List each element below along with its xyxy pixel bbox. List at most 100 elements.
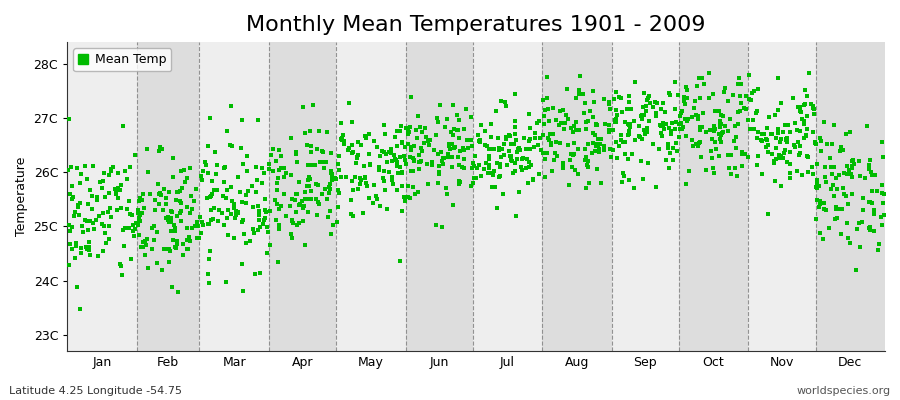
- Point: [140, 169, 155, 176]
- Point: [319, 159, 333, 165]
- Point: [86, 220, 101, 226]
- Point: [71, 203, 86, 210]
- Point: [148, 197, 162, 203]
- Point: [452, 162, 466, 168]
- Point: [397, 152, 411, 159]
- Point: [283, 203, 297, 210]
- Point: [496, 191, 510, 197]
- Point: [545, 105, 560, 112]
- Point: [122, 198, 136, 204]
- Point: [734, 151, 749, 157]
- Point: [503, 140, 517, 147]
- Point: [331, 153, 346, 159]
- Point: [210, 162, 224, 168]
- Point: [788, 144, 802, 150]
- Point: [788, 120, 802, 126]
- Point: [503, 157, 517, 163]
- Point: [810, 196, 824, 203]
- Point: [607, 126, 621, 133]
- Point: [590, 136, 605, 142]
- Point: [713, 120, 727, 126]
- Point: [400, 194, 415, 200]
- Point: [556, 162, 571, 168]
- Point: [772, 152, 787, 158]
- Point: [814, 148, 828, 154]
- Point: [247, 230, 261, 236]
- Point: [335, 137, 349, 143]
- Point: [814, 138, 828, 144]
- Point: [311, 128, 326, 134]
- Point: [585, 150, 599, 156]
- Point: [212, 218, 226, 224]
- Point: [264, 152, 278, 158]
- Point: [635, 104, 650, 110]
- Point: [295, 104, 310, 110]
- Point: [535, 147, 549, 153]
- Point: [560, 86, 574, 93]
- Point: [500, 162, 515, 168]
- Point: [663, 92, 678, 98]
- Point: [205, 190, 220, 197]
- Point: [124, 256, 139, 262]
- Point: [334, 120, 348, 126]
- Point: [634, 112, 648, 119]
- Point: [672, 134, 687, 140]
- Point: [577, 110, 591, 116]
- Point: [632, 122, 646, 129]
- Point: [194, 214, 208, 220]
- Point: [704, 148, 718, 154]
- Point: [240, 152, 255, 159]
- Point: [573, 73, 588, 80]
- Point: [612, 143, 626, 149]
- Point: [727, 165, 742, 171]
- Point: [597, 96, 611, 102]
- Point: [555, 164, 570, 171]
- Point: [870, 188, 885, 194]
- Point: [412, 152, 427, 158]
- Point: [659, 157, 673, 164]
- Point: [286, 220, 301, 226]
- Point: [324, 168, 338, 174]
- Point: [263, 242, 277, 248]
- Point: [401, 128, 416, 135]
- Point: [627, 117, 642, 124]
- Point: [390, 128, 404, 134]
- Point: [832, 148, 847, 154]
- Point: [156, 207, 170, 213]
- Point: [379, 150, 393, 157]
- Point: [855, 219, 869, 225]
- Point: [621, 120, 635, 127]
- Point: [566, 129, 580, 135]
- Point: [587, 99, 601, 105]
- Point: [238, 240, 253, 246]
- Point: [769, 135, 783, 142]
- Point: [791, 139, 806, 145]
- Point: [548, 150, 562, 156]
- Point: [160, 217, 175, 223]
- Point: [563, 151, 578, 157]
- Text: Latitude 4.25 Longitude -54.75: Latitude 4.25 Longitude -54.75: [9, 386, 182, 396]
- Point: [606, 147, 620, 153]
- Point: [295, 205, 310, 212]
- Point: [714, 132, 728, 138]
- Point: [809, 215, 824, 222]
- Point: [187, 197, 202, 204]
- Point: [453, 178, 467, 185]
- Point: [487, 168, 501, 174]
- Point: [544, 142, 559, 148]
- Point: [464, 165, 479, 171]
- Point: [813, 230, 827, 236]
- Point: [145, 225, 159, 231]
- Point: [856, 206, 870, 213]
- Point: [840, 131, 854, 137]
- Point: [405, 184, 419, 190]
- Point: [746, 126, 760, 132]
- Point: [342, 100, 356, 106]
- Point: [622, 122, 636, 128]
- Point: [571, 171, 585, 178]
- Point: [750, 162, 764, 169]
- Point: [285, 235, 300, 241]
- Point: [579, 154, 593, 160]
- Point: [296, 218, 310, 224]
- Point: [655, 132, 670, 139]
